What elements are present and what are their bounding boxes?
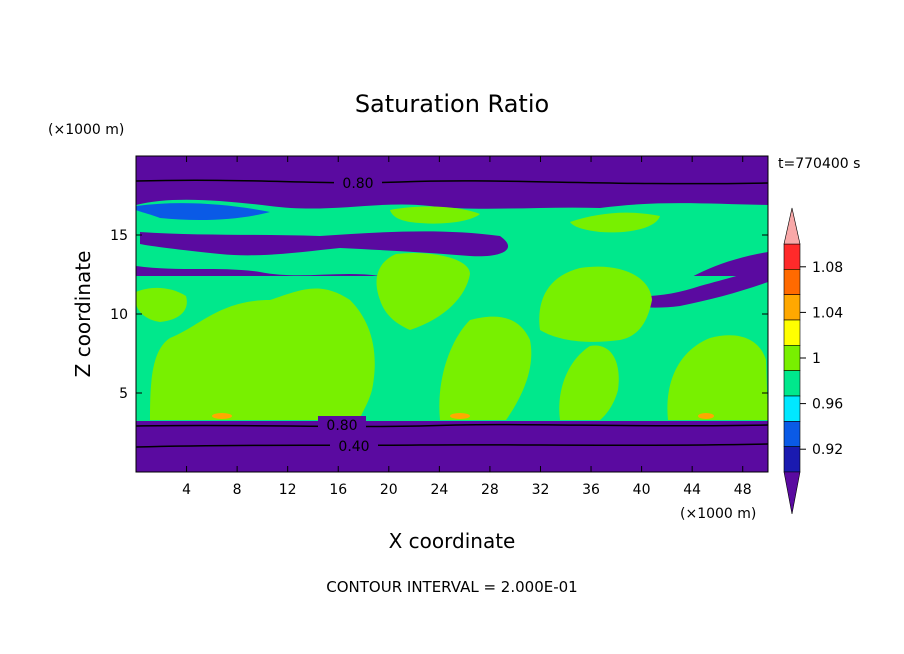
y-tick-label: 15 <box>110 228 128 244</box>
colorbar-tick-label: 1.08 <box>812 260 843 276</box>
time-label: t=770400 s <box>778 156 860 172</box>
x-axis-title: X coordinate <box>389 529 516 553</box>
field-region-3 <box>439 316 532 420</box>
field-region-7 <box>136 287 187 322</box>
x-tick-label: 32 <box>532 482 550 498</box>
colorbar-top-arrow <box>783 207 801 245</box>
colorbar: 1.08 1.04 1 0.96 0.92 <box>783 207 843 515</box>
y-axis: 5 10 15 <box>110 228 768 402</box>
field-dry-streak <box>140 231 509 257</box>
x-tick-label: 16 <box>329 482 347 498</box>
contour-label-bg-2 <box>318 416 366 432</box>
plot-field: 0.80 0.80 0.40 <box>136 156 768 472</box>
colorbar-swatch <box>783 319 801 346</box>
field-warm-spot-3 <box>698 413 714 419</box>
y-tick-label: 5 <box>119 386 128 402</box>
contour-line-upper <box>136 179 768 185</box>
x-tick-label: 40 <box>633 482 651 498</box>
x-unit-label: (×1000 m) <box>680 506 756 522</box>
field-blue-patch <box>136 203 270 220</box>
x-tick-label: 20 <box>380 482 398 498</box>
colorbar-tick-label: 0.92 <box>812 442 843 458</box>
chart-title: Saturation Ratio <box>355 90 549 118</box>
contour-label-lower: 0.40 <box>338 439 369 455</box>
colorbar-swatch <box>783 269 801 295</box>
field-region-2 <box>376 252 470 330</box>
field-lower-dry-zone <box>136 421 768 472</box>
x-tick-label: 12 <box>279 482 297 498</box>
field-warm-spot-2 <box>450 413 470 419</box>
colorbar-tick-label: 1 <box>812 351 821 367</box>
colorbar-tick-label: 0.96 <box>812 397 843 413</box>
field-region-1 <box>150 288 375 420</box>
field-warm-spot-1 <box>212 413 232 419</box>
contour-label-bg-1 <box>334 173 382 191</box>
x-tick-label: 28 <box>481 482 499 498</box>
field-region-6 <box>667 335 768 420</box>
field-region-5 <box>559 345 619 420</box>
x-axis: 4 8 12 16 20 24 28 32 36 40 44 48 <box>182 156 752 498</box>
y-tick-label: 10 <box>110 307 128 323</box>
field-region-9 <box>390 206 480 224</box>
colorbar-swatch <box>783 421 801 447</box>
field-region-4 <box>539 266 652 342</box>
colorbar-swatch <box>783 370 801 397</box>
colorbar-swatch <box>783 446 801 473</box>
x-tick-label: 4 <box>182 482 191 498</box>
y-axis-title: Z coordinate <box>71 251 95 378</box>
x-tick-label: 48 <box>734 482 752 498</box>
contour-interval-note: CONTOUR INTERVAL = 2.000E-01 <box>326 578 577 596</box>
colorbar-swatch <box>783 294 801 321</box>
contour-label-bg-3 <box>330 437 378 453</box>
x-tick-label: 24 <box>430 482 448 498</box>
colorbar-swatch <box>783 243 801 270</box>
contour-label-middle: 0.80 <box>326 418 357 434</box>
x-tick-label: 8 <box>233 482 242 498</box>
contour-line-lower <box>136 443 768 448</box>
colorbar-swatch <box>783 395 801 422</box>
contour-line-middle <box>136 423 768 428</box>
colorbar-tick-label: 1.04 <box>812 305 843 321</box>
contour-label-upper: 0.80 <box>342 176 373 192</box>
colorbar-swatch <box>783 345 801 371</box>
y-unit-label: (×1000 m) <box>48 122 124 138</box>
field-region-8 <box>570 212 660 233</box>
colorbar-bottom-arrow <box>783 471 801 515</box>
x-tick-label: 36 <box>582 482 600 498</box>
x-tick-label: 44 <box>683 482 701 498</box>
